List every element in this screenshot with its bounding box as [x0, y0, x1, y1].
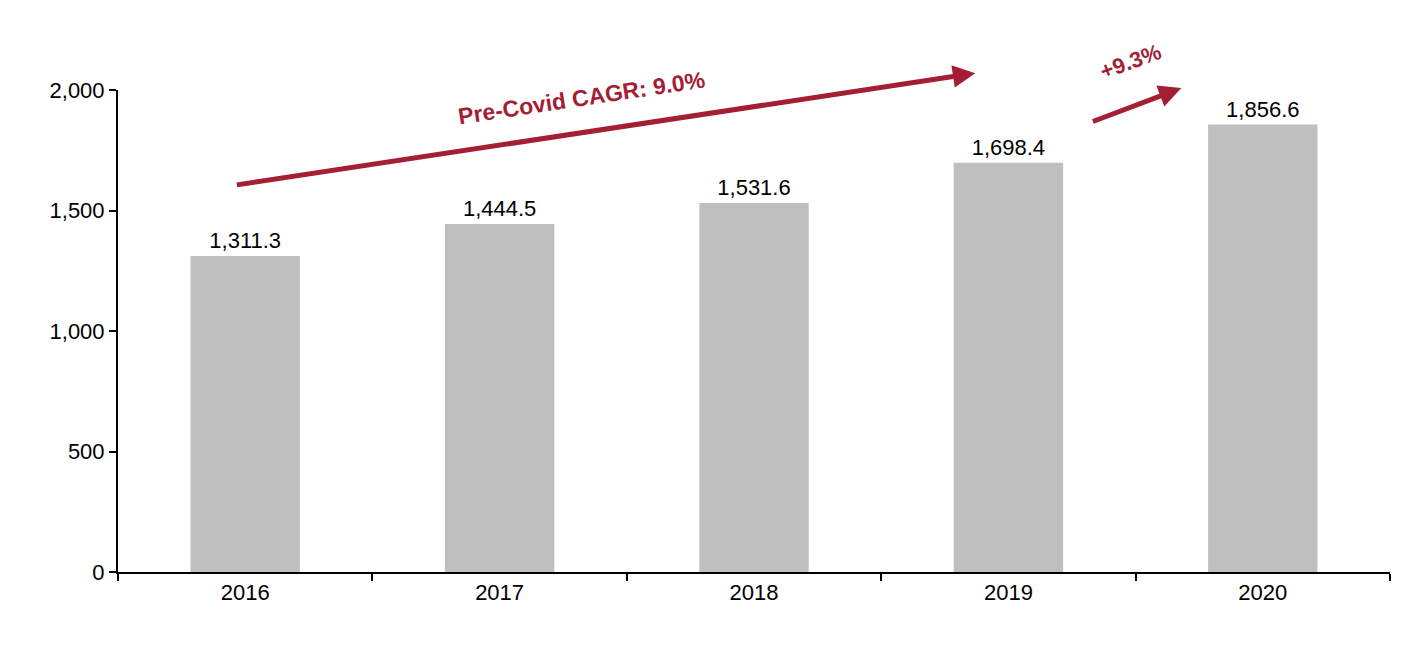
svg-text:2020: 2020 [1238, 580, 1287, 605]
svg-text:1,531.6: 1,531.6 [717, 175, 790, 200]
svg-text:1,500: 1,500 [50, 198, 105, 223]
svg-text:500: 500 [68, 439, 105, 464]
svg-text:2,000: 2,000 [50, 78, 105, 103]
svg-text:+9.3%: +9.3% [1097, 39, 1165, 84]
svg-text:2017: 2017 [475, 580, 524, 605]
svg-text:Pre-Covid CAGR: 9.0%: Pre-Covid CAGR: 9.0% [456, 66, 706, 129]
svg-text:1,000: 1,000 [50, 319, 105, 344]
svg-text:1,698.4: 1,698.4 [972, 135, 1045, 160]
svg-text:1,444.5: 1,444.5 [463, 196, 536, 221]
svg-text:1,856.6: 1,856.6 [1226, 97, 1299, 122]
svg-text:1,311.3: 1,311.3 [209, 228, 281, 253]
svg-text:2019: 2019 [984, 580, 1033, 605]
svg-text:2018: 2018 [730, 580, 779, 605]
svg-text:2016: 2016 [221, 580, 270, 605]
svg-text:0: 0 [92, 560, 104, 585]
